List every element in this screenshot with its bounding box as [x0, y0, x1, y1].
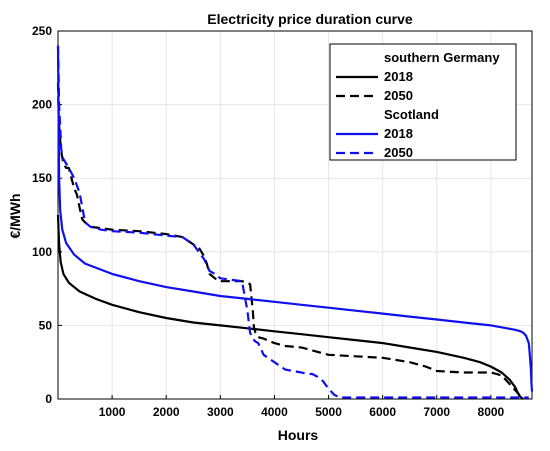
x-tick-label: 1000: [99, 405, 126, 419]
series-lines: [56, 45, 534, 400]
y-tick-label: 100: [32, 245, 52, 259]
legend-entry-label: 2018: [384, 126, 413, 141]
legend-group-header: Scotland: [384, 107, 439, 122]
x-tick-label: 5000: [315, 405, 342, 419]
chart-title: Electricity price duration curve: [207, 11, 413, 27]
legend-box: [329, 43, 517, 161]
legend-entry-label: 2050: [384, 88, 413, 103]
axis-ticks: 1000 2000 3000 4000 5000 6000 7000 8000 0 50 100 15…: [32, 24, 505, 419]
y-tick-label: 200: [32, 98, 52, 112]
y-tick-label: 0: [45, 392, 52, 406]
x-tick-label: 7000: [423, 405, 450, 419]
x-tick-label: 2000: [153, 405, 180, 419]
y-tick-label: 50: [39, 318, 53, 332]
x-tick-label: 4000: [261, 405, 288, 419]
legend-entry-label: 2018: [384, 69, 413, 84]
legend-entry-label: 2050: [384, 145, 413, 160]
series-line-southern-germany-2050: [56, 82, 524, 399]
x-tick-label: 6000: [369, 405, 396, 419]
y-axis-label: €/MWh: [7, 193, 23, 238]
x-axis-label: Hours: [278, 427, 319, 443]
series-line-scotland-2018: [56, 45, 534, 392]
series-line-southern-germany-2018: [56, 214, 524, 400]
legend-group-header: southern Germany: [384, 50, 500, 65]
y-tick-label: 150: [32, 171, 52, 185]
y-tick-label: 250: [32, 24, 52, 38]
legend: southern Germany 2018 2050 Scotland 2018 2050: [329, 43, 517, 161]
x-tick-label: 3000: [207, 405, 234, 419]
x-tick-label: 8000: [478, 405, 505, 419]
